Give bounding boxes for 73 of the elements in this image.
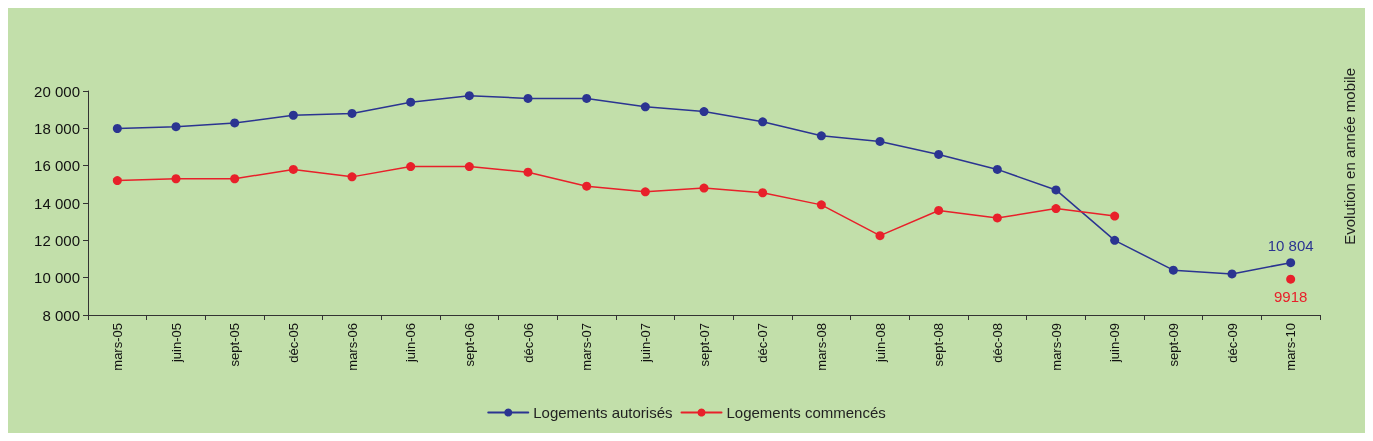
- x-tick-label: déc-08: [989, 323, 1005, 363]
- point: [758, 188, 768, 198]
- x-tick-label: sept-05: [227, 323, 243, 367]
- x-tick-label: déc-07: [755, 323, 771, 363]
- point: [464, 91, 474, 101]
- point: [523, 167, 533, 177]
- point: [640, 102, 650, 112]
- point: [582, 181, 592, 191]
- x-tick-label: mars-08: [813, 323, 829, 371]
- x-tick-label: déc-05: [285, 323, 301, 363]
- point: [875, 231, 885, 241]
- point: [934, 149, 944, 159]
- point: [464, 162, 474, 172]
- x-tick-label: sept-08: [931, 323, 947, 367]
- point: [347, 108, 357, 118]
- point: [1168, 265, 1178, 275]
- data-label: 9918: [1273, 287, 1308, 305]
- point: [1286, 258, 1296, 268]
- text: Evolution en année mobile: [1341, 68, 1358, 245]
- y-tick-label: 10 000: [34, 269, 80, 287]
- point: [992, 213, 1002, 223]
- point: [875, 136, 885, 146]
- x-tick-label: juin-05: [168, 323, 184, 364]
- point: [288, 164, 298, 174]
- x-tick-label: mars-07: [579, 323, 595, 371]
- y-tick-label: 20 000: [34, 82, 80, 100]
- point: [1227, 269, 1237, 279]
- y-tick-label: 8 000: [42, 306, 80, 324]
- x-tick-label: mars-05: [109, 323, 125, 371]
- point: [699, 183, 709, 193]
- legend-label: Logements autorisés: [533, 404, 673, 421]
- point: [288, 110, 298, 120]
- x-tick-label: mars-10: [1283, 323, 1299, 371]
- point: [1110, 211, 1120, 221]
- y-tick-label: 16 000: [34, 157, 80, 175]
- data-label: 10 804: [1267, 237, 1314, 255]
- x-tick-label: mars-06: [344, 323, 360, 371]
- point: [230, 174, 240, 184]
- x-tick-label: sept-07: [696, 323, 712, 367]
- x-tick-label: juin-06: [403, 323, 419, 364]
- x-tick-label: mars-09: [1048, 323, 1064, 371]
- y-tick-label: 12 000: [34, 231, 80, 249]
- point: [934, 205, 944, 215]
- x-tick-label: juin-09: [1107, 323, 1123, 364]
- x-tick-label: sept-06: [461, 323, 477, 367]
- point: [171, 122, 181, 132]
- x-tick-label: déc-06: [520, 323, 536, 363]
- point: [582, 93, 592, 103]
- point: [1051, 204, 1061, 214]
- point: [816, 131, 826, 141]
- point: [1286, 274, 1296, 284]
- point: [112, 124, 122, 134]
- point: [1051, 185, 1061, 195]
- point: [406, 97, 416, 107]
- point: [1110, 235, 1120, 245]
- point: [112, 176, 122, 186]
- y-tick-label: 18 000: [34, 119, 80, 137]
- legend-label: Logements commencés: [726, 404, 886, 421]
- point: [992, 164, 1002, 174]
- x-tick-label: sept-09: [1165, 323, 1181, 367]
- y-tick-label: 14 000: [34, 194, 80, 212]
- point: [406, 162, 416, 172]
- point: [816, 200, 826, 210]
- point: [640, 187, 650, 197]
- x-tick-label: déc-09: [1224, 323, 1240, 363]
- x-tick-label: juin-08: [872, 323, 888, 364]
- x-tick-label: juin-07: [637, 323, 653, 364]
- point: [347, 172, 357, 182]
- point: [699, 107, 709, 117]
- point: [758, 117, 768, 127]
- point: [230, 118, 240, 128]
- point: [523, 93, 533, 103]
- point: [171, 174, 181, 184]
